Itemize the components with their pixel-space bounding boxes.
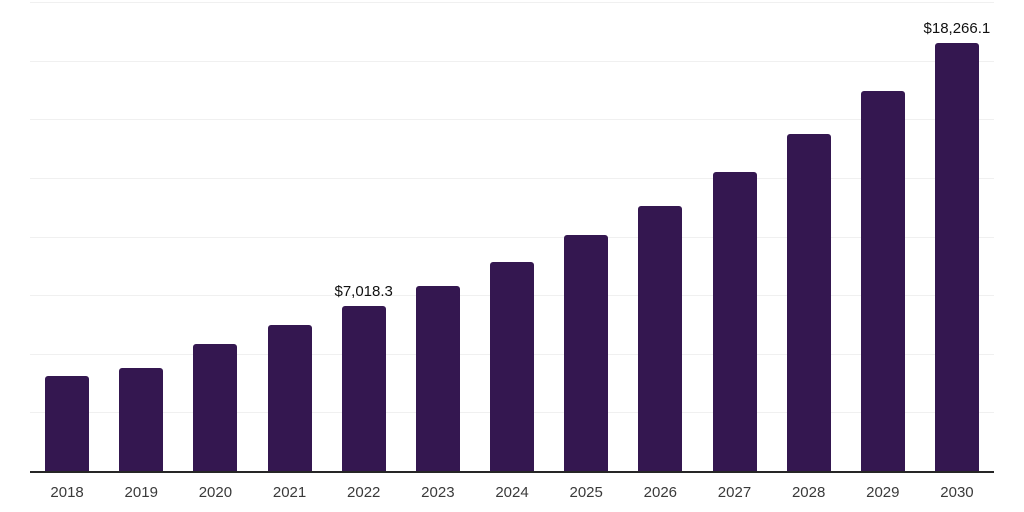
x-tick-label-2022: 2022 (347, 484, 381, 501)
x-tick-label-2030: 2030 (940, 484, 974, 501)
bar-2021 (267, 324, 312, 471)
gridline (30, 177, 994, 179)
x-tick-label-2023: 2023 (421, 484, 455, 501)
plot-area: $7,018.3 $18,266.1 (30, 2, 994, 473)
bar-value-label-2022: $7,018.3 (334, 283, 393, 301)
x-tick-label-2025: 2025 (569, 484, 603, 501)
bar-2023 (415, 285, 460, 471)
bar-2020 (193, 344, 238, 471)
bar-2019 (119, 367, 164, 471)
bar-2027 (712, 171, 757, 471)
x-tick-label-2027: 2027 (717, 484, 752, 501)
bar-2029 (860, 90, 905, 471)
x-axis-tick-labels: 2018 2019 2020 2021 2022 2023 2024 2025 2026 2027… (30, 484, 994, 502)
x-tick-label-2018: 2018 (50, 484, 84, 501)
bar-2022 (341, 306, 386, 471)
bar-2024 (490, 262, 534, 471)
gridline (30, 60, 994, 62)
x-tick-label-2029: 2029 (866, 484, 900, 501)
x-tick-label-2020: 2020 (198, 484, 233, 501)
bar-value-label-2030: $18,266.1 (923, 19, 991, 37)
gridline (30, 236, 994, 238)
bar-2030 (934, 42, 979, 471)
x-tick-label-2024: 2024 (495, 484, 529, 501)
gridline (30, 119, 994, 121)
gridline (30, 2, 994, 3)
x-tick-label-2019: 2019 (124, 484, 158, 501)
bar-2026 (638, 205, 683, 471)
x-tick-label-2026: 2026 (643, 484, 678, 501)
x-tick-label-2028: 2028 (791, 484, 826, 501)
x-tick-label-2021: 2021 (272, 484, 307, 501)
bar-2018 (45, 376, 90, 471)
bar-2028 (786, 133, 831, 471)
bar-2025 (564, 235, 609, 471)
